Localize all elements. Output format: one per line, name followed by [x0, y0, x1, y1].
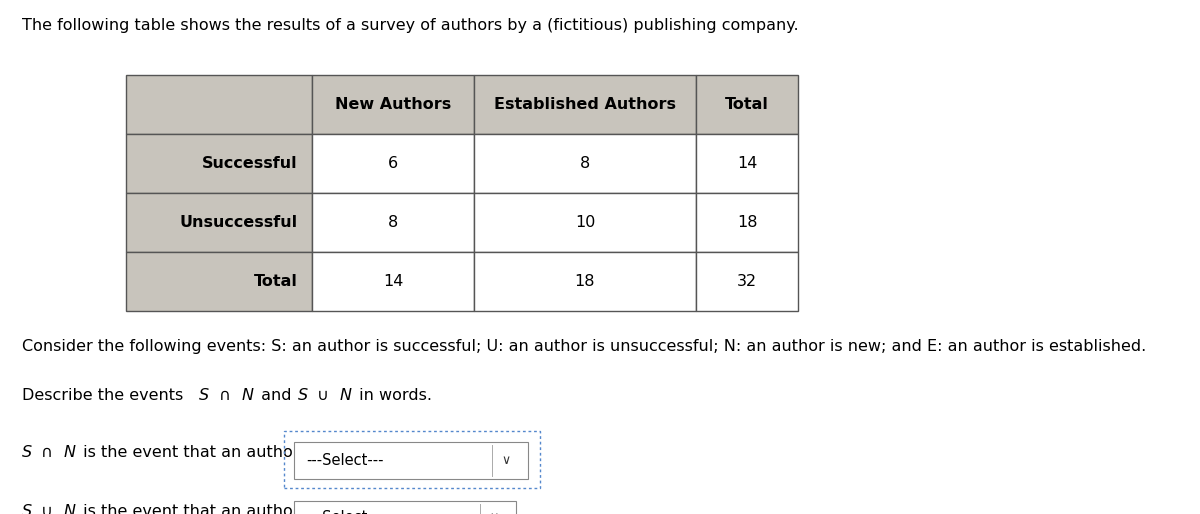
- Text: 10: 10: [575, 215, 595, 230]
- Text: Describe the events: Describe the events: [22, 388, 188, 403]
- Text: Total: Total: [725, 97, 769, 112]
- Text: N: N: [340, 388, 352, 403]
- Text: 18: 18: [737, 215, 757, 230]
- Bar: [126, 134, 312, 193]
- Bar: [474, 252, 696, 311]
- Text: .: .: [523, 508, 528, 514]
- Text: Unsuccessful: Unsuccessful: [180, 215, 298, 230]
- Text: Successful: Successful: [202, 156, 298, 171]
- Text: ∩: ∩: [214, 388, 235, 403]
- Text: S: S: [22, 445, 31, 460]
- Bar: [696, 193, 798, 252]
- Bar: [126, 75, 312, 134]
- Text: ∨: ∨: [502, 454, 511, 467]
- Bar: [696, 252, 798, 311]
- Text: S: S: [199, 388, 209, 403]
- Text: 32: 32: [737, 274, 757, 289]
- Bar: [126, 193, 312, 252]
- Text: 8: 8: [388, 215, 398, 230]
- Text: 14: 14: [383, 274, 403, 289]
- Text: The following table shows the results of a survey of authors by a (fictitious) p: The following table shows the results of…: [22, 18, 798, 33]
- Bar: [696, 134, 798, 193]
- Bar: [312, 134, 474, 193]
- Bar: [312, 193, 474, 252]
- Text: ---Select---: ---Select---: [306, 453, 384, 468]
- Bar: [474, 134, 696, 193]
- Text: S: S: [298, 388, 307, 403]
- Text: is the event that an author is: is the event that an author is: [78, 504, 317, 514]
- Bar: [312, 75, 474, 134]
- Bar: [696, 75, 798, 134]
- Bar: [294, 501, 516, 514]
- Text: ∩: ∩: [36, 445, 58, 460]
- Bar: [294, 442, 528, 479]
- Text: Established Authors: Established Authors: [494, 97, 676, 112]
- Bar: [474, 75, 696, 134]
- Text: S: S: [22, 504, 31, 514]
- Text: 14: 14: [737, 156, 757, 171]
- Text: ∨: ∨: [490, 511, 499, 514]
- Text: Consider the following events: S: an author is successful; U: an author is unsuc: Consider the following events: S: an aut…: [22, 339, 1146, 354]
- Bar: [474, 193, 696, 252]
- Text: 8: 8: [580, 156, 590, 171]
- Bar: [284, 431, 540, 488]
- Text: and: and: [256, 388, 296, 403]
- Text: N: N: [64, 504, 76, 514]
- Text: 6: 6: [388, 156, 398, 171]
- Text: ∪: ∪: [36, 504, 58, 514]
- Text: N: N: [241, 388, 253, 403]
- Text: is the event that an author is: is the event that an author is: [78, 445, 317, 460]
- Text: New Authors: New Authors: [335, 97, 451, 112]
- Text: ---Select---: ---Select---: [306, 510, 384, 514]
- Text: in words.: in words.: [354, 388, 432, 403]
- Text: ∪: ∪: [312, 388, 334, 403]
- Text: Total: Total: [253, 274, 298, 289]
- Bar: [312, 252, 474, 311]
- Text: 18: 18: [575, 274, 595, 289]
- Bar: [126, 252, 312, 311]
- Text: N: N: [64, 445, 76, 460]
